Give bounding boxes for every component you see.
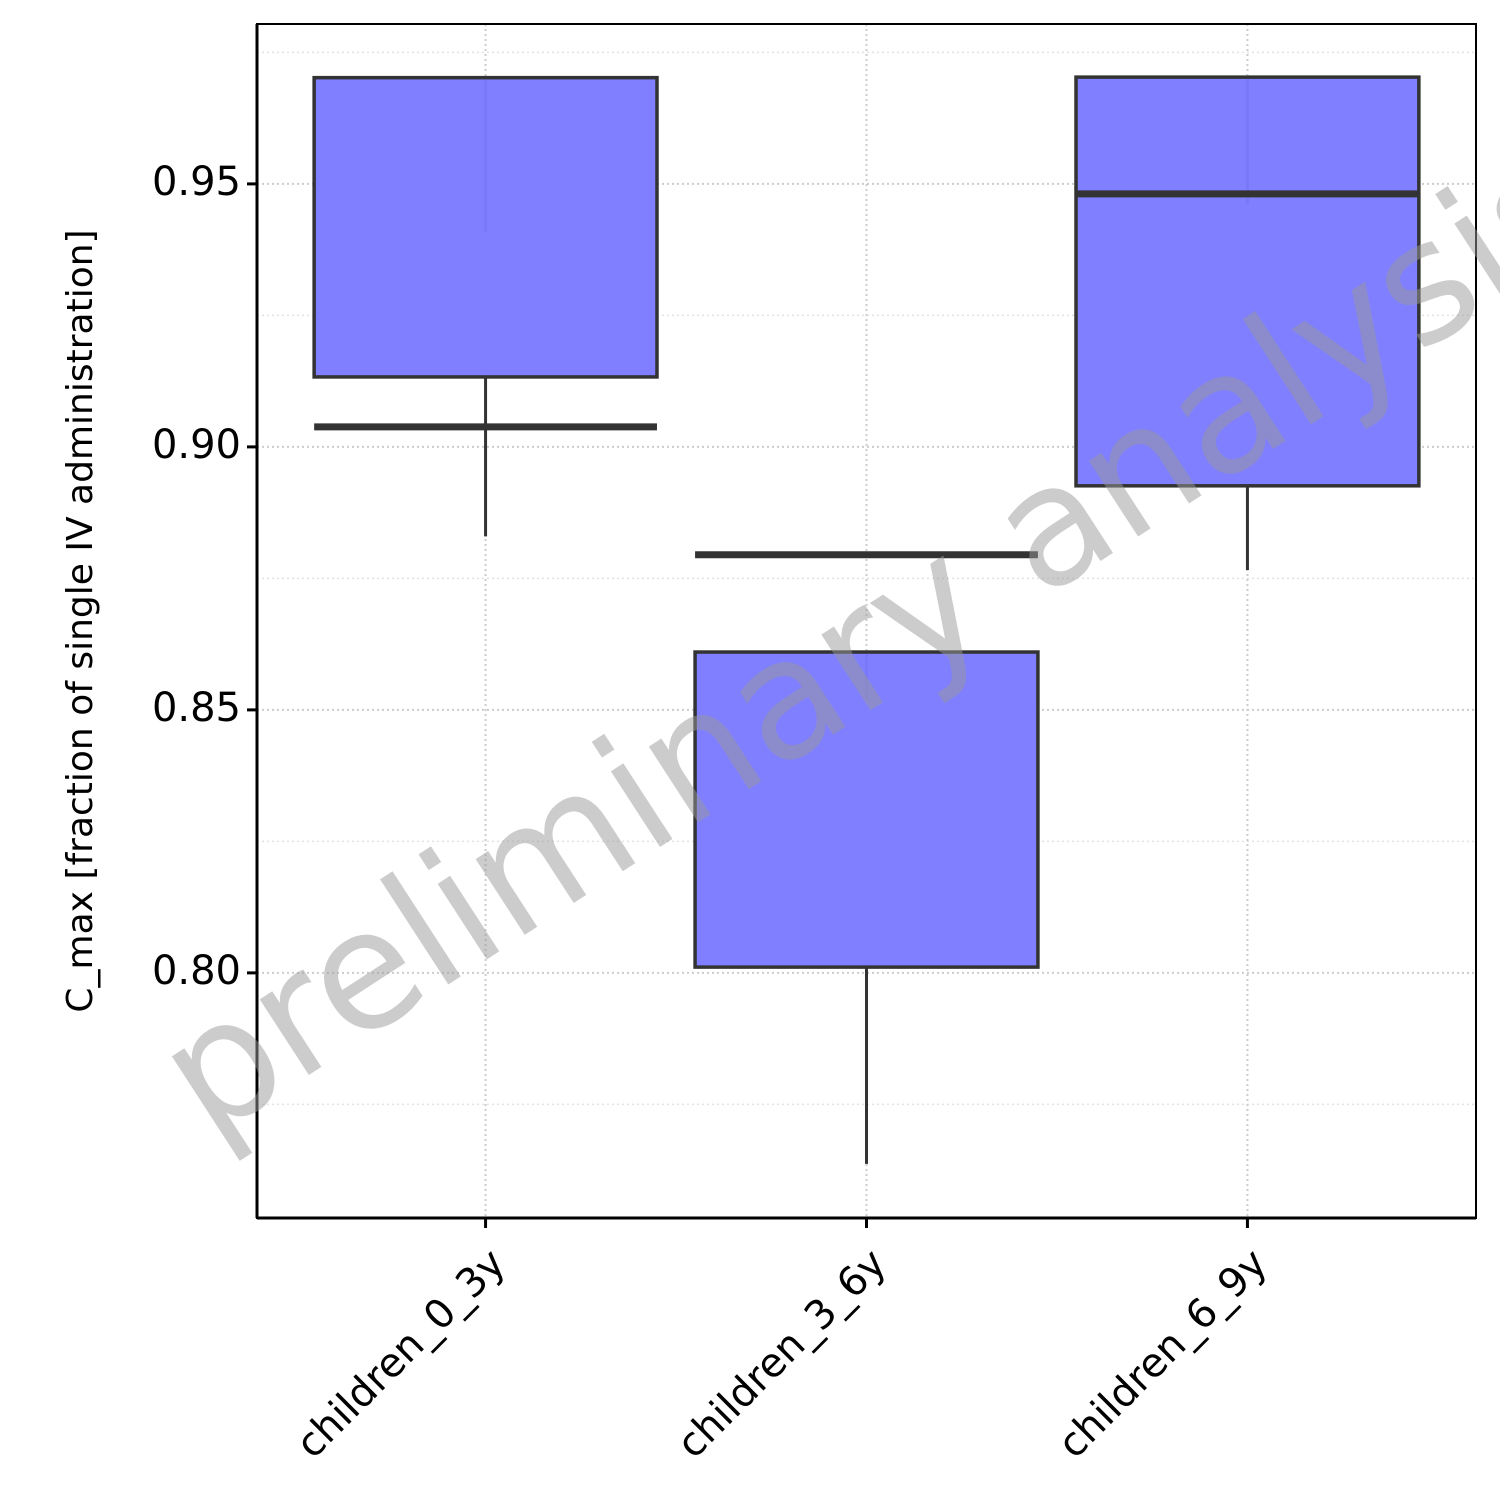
box bbox=[312, 75, 659, 379]
y-tick-label: 0.85 bbox=[152, 685, 241, 731]
x-tick-label: children_3_6y bbox=[668, 1240, 895, 1467]
y-tick-label: 0.80 bbox=[152, 948, 241, 994]
y-tick-label: 0.95 bbox=[152, 159, 241, 205]
y-tick-label: 0.90 bbox=[152, 422, 241, 468]
x-tick-label: children_0_3y bbox=[287, 1240, 514, 1467]
box bbox=[1074, 75, 1421, 488]
box bbox=[693, 650, 1040, 969]
y-axis-label: C_max [fraction of single IV administrat… bbox=[60, 229, 101, 1012]
x-tick-label: children_6_9y bbox=[1049, 1240, 1276, 1467]
